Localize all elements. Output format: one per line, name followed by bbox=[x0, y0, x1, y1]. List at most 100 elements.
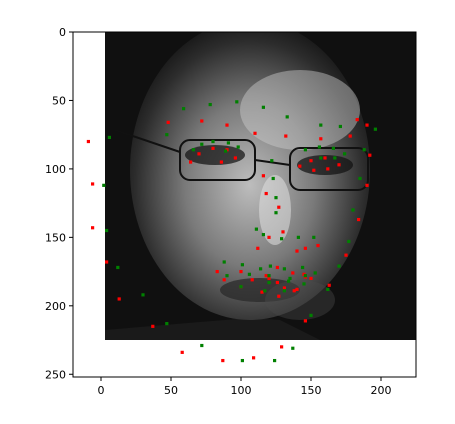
scatter-point bbox=[357, 217, 361, 222]
scatter-point bbox=[292, 289, 296, 293]
scatter-point bbox=[215, 269, 219, 274]
y-tick-label: 50 bbox=[52, 94, 66, 107]
scatter-point bbox=[373, 127, 377, 131]
scatter-point bbox=[282, 286, 286, 290]
scatter-point bbox=[275, 280, 279, 285]
scatter-point bbox=[271, 176, 275, 181]
scatter-point bbox=[254, 227, 258, 231]
scatter-point bbox=[102, 183, 106, 187]
scatter-point bbox=[182, 107, 186, 111]
scatter-point bbox=[239, 285, 243, 289]
scatter-point bbox=[326, 167, 330, 171]
scatter-point bbox=[191, 148, 195, 152]
scatter-point bbox=[233, 156, 237, 160]
scatter-point bbox=[338, 124, 342, 129]
scatter-point bbox=[309, 276, 313, 281]
scatter-point bbox=[362, 148, 366, 152]
scatter-point bbox=[309, 159, 313, 163]
scatter-point bbox=[141, 293, 145, 297]
scatter-point bbox=[277, 294, 281, 298]
scatter-point bbox=[296, 235, 300, 239]
scatter-point bbox=[298, 164, 302, 168]
scatter-point bbox=[267, 235, 271, 239]
scatter-point bbox=[247, 272, 251, 276]
scatter-point bbox=[253, 131, 257, 135]
scatter-point bbox=[303, 319, 307, 323]
scatter-point bbox=[222, 260, 226, 264]
scatter-point bbox=[189, 160, 193, 164]
scatter-point bbox=[91, 226, 95, 230]
scatter-point bbox=[224, 149, 228, 153]
scatter-point bbox=[365, 183, 369, 187]
scatter-point bbox=[259, 267, 263, 271]
scatter-point bbox=[222, 278, 226, 282]
scatter-point bbox=[151, 324, 155, 328]
scatter-point bbox=[268, 264, 272, 268]
scatter-point bbox=[273, 358, 277, 363]
scatter-point bbox=[319, 123, 323, 127]
scatter-point bbox=[287, 279, 291, 283]
scatter-point bbox=[351, 208, 355, 212]
scatter-point bbox=[165, 133, 169, 137]
scatter-point bbox=[261, 174, 265, 178]
scatter-point bbox=[302, 282, 306, 286]
scatter-point bbox=[275, 265, 279, 270]
scatter-point bbox=[219, 160, 223, 164]
scatter-point bbox=[284, 134, 288, 138]
scatter-point bbox=[221, 358, 225, 363]
scatter-point bbox=[337, 264, 341, 268]
scatter-point bbox=[316, 243, 320, 248]
scatter-point bbox=[267, 274, 271, 278]
scatter-point bbox=[274, 211, 278, 215]
scatter-point bbox=[263, 289, 267, 293]
scatter-point bbox=[323, 156, 327, 160]
scatter-point bbox=[331, 146, 335, 150]
scatter-point bbox=[309, 313, 313, 317]
scatter-point bbox=[295, 249, 299, 253]
scatter-point bbox=[235, 100, 239, 104]
scatter-point bbox=[166, 120, 170, 124]
scatter-point bbox=[267, 280, 271, 285]
scatter-point bbox=[256, 246, 260, 250]
scatter-point bbox=[211, 139, 215, 144]
scatter-point bbox=[313, 271, 317, 275]
scatter-point bbox=[240, 263, 244, 267]
scatter-point bbox=[208, 102, 212, 107]
scatter-point bbox=[261, 233, 265, 237]
scatter-point bbox=[105, 228, 109, 233]
scatter-point bbox=[312, 235, 316, 239]
scatter-point bbox=[301, 265, 305, 270]
y-tick-label: 150 bbox=[45, 231, 66, 244]
scatter-point bbox=[280, 345, 284, 349]
y-tick-label: 0 bbox=[59, 26, 66, 39]
scatter-point bbox=[252, 356, 256, 360]
scatter-point bbox=[368, 153, 372, 157]
scatter-point bbox=[326, 287, 330, 291]
scatter-point bbox=[261, 105, 265, 109]
scatter-point bbox=[264, 274, 268, 278]
scatter-point bbox=[180, 350, 184, 354]
scatter-point bbox=[91, 182, 95, 186]
y-tick-label: 250 bbox=[45, 368, 66, 381]
scatter-point bbox=[200, 343, 204, 348]
y-tick-label: 100 bbox=[45, 163, 66, 176]
scatter-point bbox=[236, 145, 240, 149]
scatter-point bbox=[303, 148, 307, 152]
x-tick-label: 200 bbox=[371, 384, 392, 397]
x-tick-label: 100 bbox=[231, 384, 252, 397]
scatter-point bbox=[295, 287, 299, 291]
scatter-point bbox=[303, 246, 307, 250]
scatter-point bbox=[291, 271, 295, 275]
scatter-point bbox=[86, 139, 90, 144]
scatter-point bbox=[239, 269, 243, 274]
scatter-point bbox=[264, 191, 268, 196]
scatter-point bbox=[211, 146, 215, 150]
scatter-point bbox=[319, 156, 323, 160]
x-tick-label: 50 bbox=[164, 384, 178, 397]
scatter-point bbox=[319, 137, 323, 141]
scatter-point bbox=[333, 156, 337, 160]
y-axis-ticks: 0 50 100 150 200 250 bbox=[45, 26, 73, 381]
scatter-point bbox=[267, 276, 271, 281]
scatter-point bbox=[107, 135, 111, 140]
